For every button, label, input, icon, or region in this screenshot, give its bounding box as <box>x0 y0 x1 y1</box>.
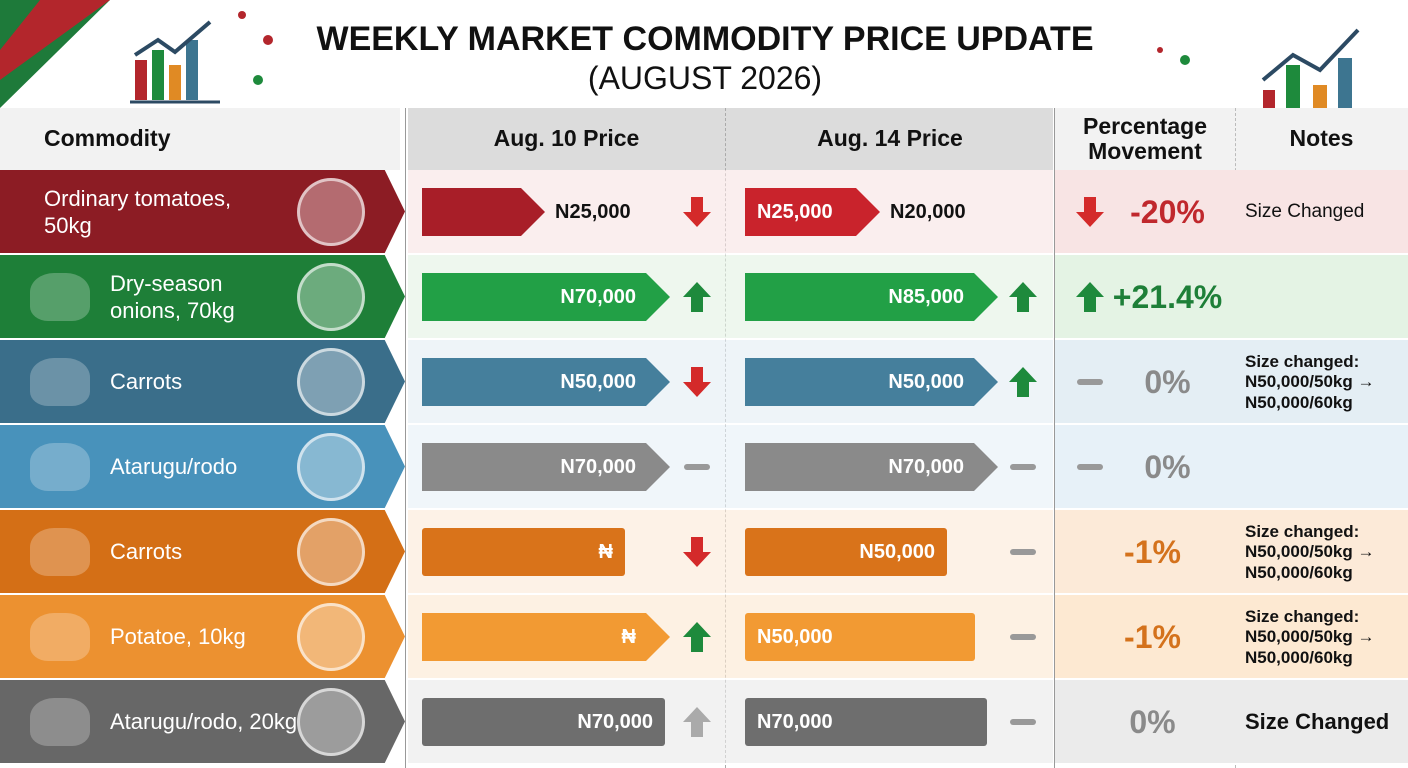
column-divider <box>405 108 406 768</box>
trend-icon <box>1076 282 1104 312</box>
trend-icon <box>683 197 711 227</box>
trend-icon <box>1077 464 1103 470</box>
trend-icon <box>683 367 711 397</box>
price-label: N25,000 <box>555 200 631 223</box>
note-line: N50,000/50kg → <box>1245 372 1375 392</box>
notes: Size changed: N50,000/50kg → N50,000/60kg <box>1245 510 1405 595</box>
column-header: Aug. 10 Price <box>493 125 640 152</box>
percentage-movement: 0% <box>1144 449 1191 485</box>
commodity-name: Ordinary tomatoes, 50kg <box>44 186 232 238</box>
trend-icon <box>1009 282 1037 312</box>
price-bar: N50,000 <box>422 358 670 406</box>
commodity-icon <box>297 263 365 331</box>
commodity-icon <box>297 433 365 501</box>
title: WEEKLY MARKET COMMODITY PRICE UPDATE <box>316 20 1094 58</box>
percentage-movement: -20% <box>1130 194 1205 230</box>
notes: Size Changed <box>1245 170 1405 255</box>
percentage-movement: -1% <box>1124 534 1181 570</box>
trend-icon <box>1010 464 1036 470</box>
commodity-picture <box>30 358 90 406</box>
price-bar: N25,000 <box>745 188 880 236</box>
trend-icon <box>1010 549 1036 555</box>
column-header: Commodity <box>44 125 171 152</box>
column-header: Percentage Movement <box>1082 112 1207 164</box>
note-line: Size changed: <box>1245 521 1360 541</box>
trend-icon <box>1077 379 1103 385</box>
notes: Size Changed <box>1245 680 1405 765</box>
note-line: N50,000/50kg → <box>1245 627 1375 647</box>
row-tint <box>1055 255 1408 340</box>
header-band <box>1055 108 1408 170</box>
note-line: Size changed: <box>1245 351 1360 371</box>
price-bar: N50,000 <box>745 528 947 576</box>
notes: Size changed: N50,000/50kg → N50,000/60kg <box>1245 595 1405 680</box>
commodity-name: Carrots <box>110 539 183 565</box>
commodity-name: Carrots <box>110 369 183 395</box>
commodity-name: Atarugu/rodo <box>110 454 238 480</box>
trend-icon <box>683 537 711 567</box>
trend-icon <box>1010 719 1036 725</box>
column-header: Aug. 14 Price <box>817 125 963 152</box>
row-tint <box>1055 595 1408 680</box>
price-bar: N70,000 <box>422 273 670 321</box>
percentage-movement: +21.4% <box>1112 279 1223 315</box>
trend-icon <box>1009 367 1037 397</box>
column-header: Notes <box>1289 125 1354 152</box>
note-line: N50,000/60kg <box>1245 562 1353 582</box>
row-tint <box>1055 340 1408 425</box>
commodity-icon <box>297 688 365 756</box>
note-line: N50,000/60kg <box>1245 392 1353 412</box>
price-bar: N70,000 <box>422 443 670 491</box>
price-bar: ₦ <box>422 528 625 576</box>
trend-icon <box>684 464 710 470</box>
price-bar: N70,000 <box>745 698 987 746</box>
row-tint <box>1055 170 1408 255</box>
subtitle: (AUGUST 2026) <box>587 60 823 96</box>
commodity-picture <box>30 698 90 746</box>
commodity-name: Dry-season onions, 70kg <box>110 271 235 323</box>
row-tint <box>1055 425 1408 510</box>
trend-icon <box>1010 634 1036 640</box>
header-decoration <box>0 0 1360 108</box>
note-line: Size Changed <box>1245 201 1365 223</box>
commodity-icon <box>297 603 365 671</box>
commodity-icon <box>297 348 365 416</box>
note-line: Size Changed <box>1245 709 1390 735</box>
percentage-movement: -1% <box>1124 619 1181 655</box>
price-label: N20,000 <box>890 200 966 223</box>
trend-icon <box>683 707 711 737</box>
percentage-movement: 0% <box>1144 364 1191 400</box>
trend-icon <box>683 622 711 652</box>
row-tint <box>1055 680 1408 765</box>
row-tint <box>1055 510 1408 595</box>
trend-icon <box>683 282 711 312</box>
header-band <box>0 108 400 170</box>
note-line: Size changed: <box>1245 606 1360 626</box>
percentage-movement: 0% <box>1129 704 1176 740</box>
commodity-picture <box>30 528 90 576</box>
price-bar: N70,000 <box>422 698 665 746</box>
commodity-icon <box>297 518 365 586</box>
price-bar <box>422 188 545 236</box>
commodity-name: Potatoe, 10kg <box>110 624 246 650</box>
notes: Size changed: N50,000/50kg → N50,000/60kg <box>1245 340 1405 425</box>
trend-icon <box>1076 197 1104 227</box>
column-divider <box>1054 108 1055 768</box>
commodity-icon <box>297 178 365 246</box>
commodity-picture <box>30 443 90 491</box>
price-bar: N85,000 <box>745 273 998 321</box>
price-bar: N70,000 <box>745 443 998 491</box>
note-line: N50,000/60kg <box>1245 647 1353 667</box>
header-band <box>408 108 1053 170</box>
note-line: N50,000/50kg → <box>1245 542 1375 562</box>
price-bar: N50,000 <box>745 613 975 661</box>
price-bar: N50,000 <box>745 358 998 406</box>
commodity-picture <box>30 273 90 321</box>
commodity-name: Atarugu/rodo, 20kg <box>110 709 298 735</box>
commodity-picture <box>30 613 90 661</box>
price-bar: ₦ <box>422 613 670 661</box>
